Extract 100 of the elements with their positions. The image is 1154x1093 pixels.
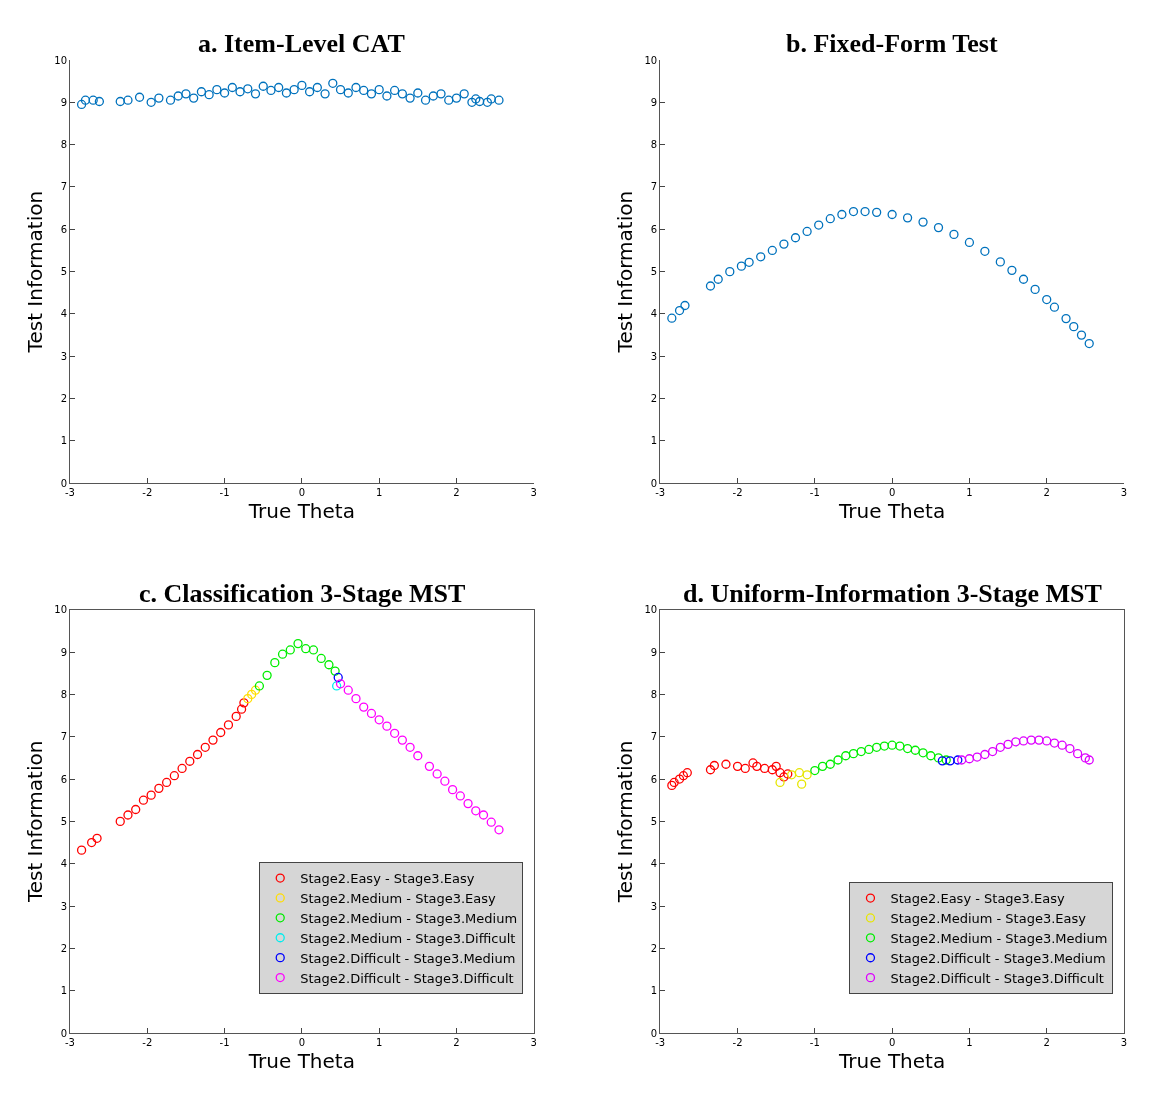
point [709,760,719,771]
point [138,795,149,805]
point [177,763,187,774]
point [937,756,948,766]
point [440,776,450,786]
point [463,798,473,809]
point [424,761,435,771]
point [366,89,377,99]
point [281,88,292,98]
point [258,81,268,91]
y-tick-label: 0 [650,477,658,489]
x-axis-title: True Theta [247,1048,355,1073]
point [837,209,847,220]
point [123,95,133,105]
point [1076,330,1087,340]
point [910,745,920,755]
legend-label: Stage2.Medium - Stage3.Difficult [300,930,516,946]
point [471,806,481,816]
point [216,727,226,738]
y-tick-label: 8 [60,139,67,151]
point [277,649,288,659]
point [123,810,133,820]
point [185,756,195,766]
y-tick-label: 5 [650,266,658,278]
point [1061,313,1071,324]
x-tick-label: -1 [809,1037,820,1048]
y-tick-label: 9 [650,646,658,658]
point [775,777,785,788]
point [860,206,870,217]
point [428,91,438,101]
y-tick-label: 3 [60,350,67,362]
y-tick-label: 6 [650,773,658,785]
x-axis-title: True Theta [838,1048,946,1073]
point [1042,736,1052,746]
point [833,755,843,765]
y-tick-label: 1 [60,435,67,447]
point [478,810,489,820]
point [1030,284,1040,295]
point [115,816,125,827]
point [779,772,789,782]
point [790,233,801,243]
point [825,214,835,224]
point [343,685,353,695]
x-tick-label: -1 [809,487,820,499]
point [289,84,299,95]
point [794,768,805,778]
point [451,93,462,103]
point [397,735,408,745]
legend-label: Stage2.Medium - Stage3.Medium [890,930,1108,946]
x-tick-label: 0 [298,487,306,499]
point [189,93,199,103]
y-tick-label: 1 [650,985,658,997]
point [333,672,343,683]
point [732,761,743,771]
point [382,91,392,101]
point [223,720,234,730]
point [134,92,145,102]
x-tick-label: 2 [1043,487,1050,499]
point [250,685,261,695]
y-tick-label: 4 [60,858,67,870]
point [995,742,1005,752]
point [759,763,770,774]
y-tick-label: 5 [650,815,658,827]
y-tick-label: 6 [60,773,67,785]
x-tick-label: 0 [888,487,896,499]
legend-label: Stage2.Difficult - Stage3.Medium [300,950,516,966]
point [467,97,477,107]
point [987,746,998,757]
point [817,761,828,771]
point [1003,739,1013,749]
y-tick-label: 3 [650,350,658,362]
point [146,97,156,107]
point [88,95,98,105]
point [1034,735,1044,745]
x-tick-label: 1 [966,487,973,499]
point [682,768,692,778]
x-tick-label: -2 [732,1037,743,1048]
x-tick-label: -1 [219,1037,230,1048]
point [786,770,797,780]
x-tick-label: -3 [65,1037,75,1048]
point [471,94,481,104]
point [1018,274,1029,284]
point [92,833,102,843]
point [1069,322,1079,332]
x-tick-label: 3 [530,1037,537,1048]
y-tick-label: 3 [60,900,67,912]
point [94,96,105,107]
point [902,213,913,223]
point [328,78,338,88]
point [86,837,97,848]
point [494,825,504,835]
point [413,751,423,761]
point [389,728,400,738]
point [1080,753,1090,763]
point [243,84,253,94]
point [270,658,280,668]
y-tick-label: 9 [60,646,67,658]
point [447,784,458,795]
point [864,744,874,755]
y-tick-label: 4 [60,308,67,320]
